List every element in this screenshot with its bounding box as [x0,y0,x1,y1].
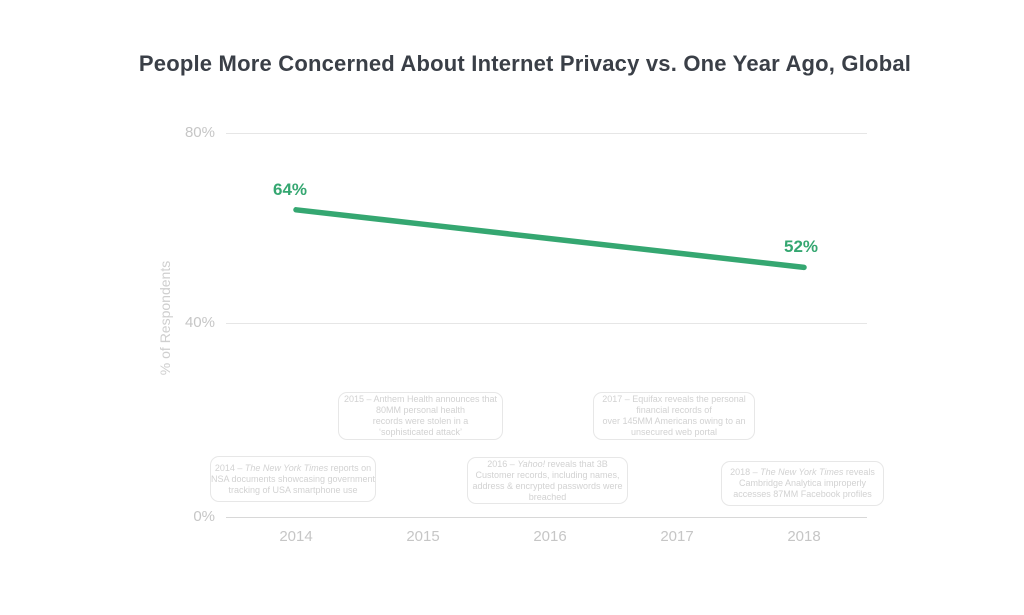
gridline-40 [226,323,867,324]
x-tick-2017: 2017 [660,528,694,545]
annotation-2014-nyt-nsa: 2014 – The New York Times reports on NSA … [210,456,376,502]
value-label-2014: 64% [272,180,308,199]
annotation-2018-cambridge-analytica: 2018 – The New York Times reveals Cambrid… [721,461,884,506]
annotation-2017-equifax-breach: 2017 – Equifax reveals the personal finan… [593,392,755,440]
value-label-2018: 52% [783,237,819,256]
x-tick-2014: 2014 [279,528,313,545]
y-tick-40: 40% [184,314,215,331]
gridline-80 [226,133,867,134]
x-tick-2016: 2016 [533,528,567,545]
chart-title: People More Concerned About Internet Pri… [138,51,912,76]
gridline-0-baseline [226,517,867,518]
annotation-2015-anthem-breach: 2015 – Anthem Health announces that 80MM … [338,392,503,440]
trend-line [293,207,807,271]
x-tick-2018: 2018 [787,528,821,545]
x-tick-2015: 2015 [406,528,440,545]
y-tick-0: 0% [193,508,215,525]
y-tick-80: 80% [184,124,215,141]
annotation-2016-yahoo-breach: 2016 – Yahoo! reveals that 3B Customer re… [467,457,628,504]
